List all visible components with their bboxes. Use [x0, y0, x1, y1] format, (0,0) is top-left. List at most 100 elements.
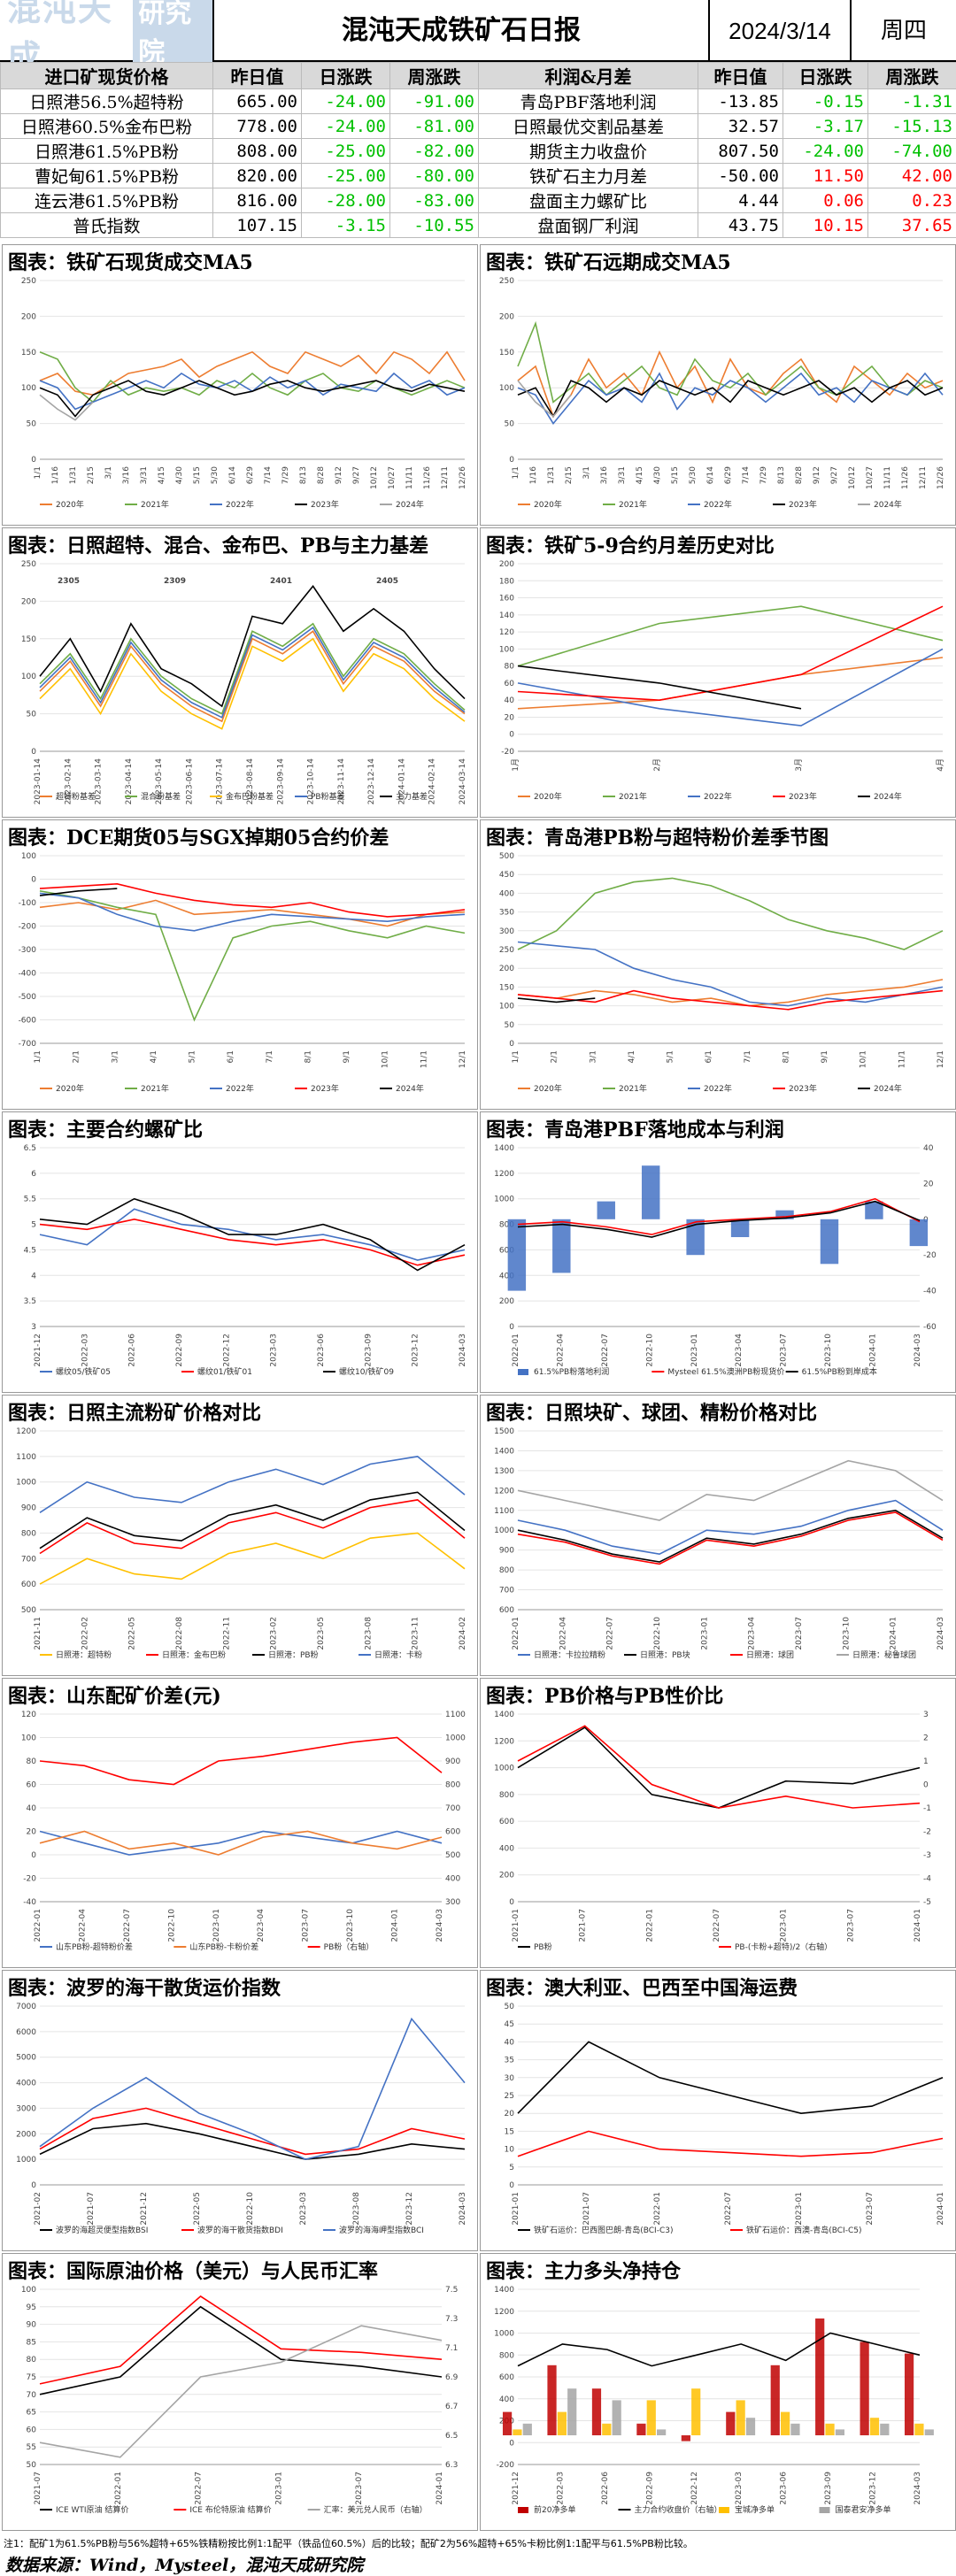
- day-change: -3.17: [783, 114, 868, 139]
- x-tick-label: 2024-03: [914, 1334, 922, 1367]
- legend-label: 2021年: [141, 499, 169, 510]
- series-line: [40, 888, 117, 896]
- legend-label: 2021年: [619, 1083, 647, 1094]
- x-tick-label: 1/16: [529, 466, 538, 484]
- x-tick-label: 4/30: [653, 466, 662, 484]
- x-tick-label: 3/31: [140, 466, 149, 484]
- legend-label: 螺纹01/铁矿01: [197, 1366, 252, 1377]
- bar-mark: [746, 2418, 755, 2435]
- y-tick-label: 40: [505, 696, 515, 705]
- y-tick-label: 25: [505, 2092, 514, 2101]
- x-tick-label: 2023-03: [735, 2472, 744, 2505]
- y-tick-label: 500: [21, 1606, 36, 1615]
- spot-table-header-1: 昨日值: [213, 63, 302, 89]
- x-tick-label: 2023-01: [274, 2472, 283, 2505]
- week-change: -74.00: [868, 139, 956, 164]
- week-change: -1.31: [868, 89, 956, 114]
- week-change: 37.65: [868, 213, 956, 238]
- legend-label: 日照港：卡拉拉精粉: [534, 1649, 605, 1660]
- legend-label: 2022年: [226, 499, 254, 510]
- y-tick-label: 1200: [494, 2308, 514, 2317]
- x-tick-label: 1/1: [34, 466, 42, 479]
- logo-subtext: 研究院: [133, 0, 212, 71]
- chart-panel-5: 图表：DCE期货05与SGX掉期05合约价差-700-600-500-400-3…: [2, 819, 478, 1110]
- x-tick-label: 4/1: [628, 1050, 636, 1063]
- legend-swatch: [518, 2507, 528, 2513]
- y-tick-label: 6000: [16, 2028, 36, 2037]
- y-tick-label: 50: [27, 711, 37, 719]
- legend-label: 超特粉基差: [56, 791, 96, 802]
- y2-tick-label: 1100: [445, 1711, 466, 1719]
- report-weekday: 周四: [850, 0, 956, 62]
- x-tick-label: 8/1: [782, 1050, 790, 1063]
- y-tick-label: 900: [21, 1504, 36, 1513]
- x-tick-label: 2023-01-14: [34, 758, 42, 805]
- y-tick-label: 100: [21, 384, 36, 393]
- bar-mark: [657, 2429, 666, 2435]
- x-tick-label: 2023-07: [795, 1617, 804, 1650]
- y-tick-label: 450: [499, 871, 514, 880]
- legend-swatch: [719, 2507, 729, 2513]
- legend-label: 61.5%PB粉到岸成本: [802, 1366, 877, 1377]
- bar-mark: [642, 1165, 659, 1219]
- x-tick-label: 2022-01: [645, 1909, 654, 1942]
- y-tick-label: 90: [27, 2321, 37, 2330]
- series-line: [40, 2108, 465, 2154]
- x-tick-label: 2024-03: [914, 2472, 922, 2505]
- y-tick-label: 200: [499, 1297, 514, 1306]
- y-tick-label: 55: [27, 2443, 36, 2452]
- y-tick-label: 0: [31, 1851, 36, 1860]
- y-tick-label: 1500: [494, 1427, 514, 1436]
- chart-title: 图表：波罗的海干散货运价指数: [8, 1972, 281, 2001]
- y-tick-label: 80: [27, 2356, 37, 2365]
- series-line: [40, 1832, 442, 1856]
- bar-mark: [567, 2388, 576, 2435]
- y-tick-label: 30: [505, 2074, 515, 2083]
- y-tick-label: 60: [27, 1781, 37, 1790]
- y-tick-label: 1200: [494, 1487, 514, 1496]
- y-tick-label: 7000: [16, 2003, 36, 2011]
- x-tick-label: 4/15: [158, 466, 166, 484]
- x-tick-label: 2022-02: [81, 1617, 89, 1650]
- chart-title: 图表：主力多头净持仓: [486, 2256, 681, 2284]
- y-tick-label: 150: [21, 635, 36, 644]
- bar-mark: [523, 2424, 532, 2435]
- x-tick-label: 2022-03: [556, 2472, 565, 2505]
- x-tick-label: 4/15: [636, 466, 644, 484]
- day-change: 11.50: [783, 164, 868, 188]
- y-tick-label: 250: [499, 946, 514, 955]
- series-line: [518, 606, 943, 700]
- legend-swatch: [820, 2507, 830, 2513]
- contract-annotation: 2405: [376, 577, 398, 586]
- x-tick-label: 2023-07: [780, 1334, 789, 1367]
- x-tick-label: 2022-01: [512, 1334, 520, 1367]
- y-tick-label: 300: [499, 927, 514, 936]
- y-tick-label: 50: [27, 2461, 37, 2470]
- chart-title: 图表：山东配矿价差(元): [8, 1680, 221, 1709]
- y-tick-label: 50: [505, 420, 515, 429]
- y2-tick-label: -3: [923, 1851, 931, 1860]
- x-tick-label: 2022-11: [222, 1617, 231, 1650]
- x-tick-label: 2021-01: [512, 1909, 520, 1942]
- legend-label: 铁矿石运价：巴西图巴朗-青岛(BCI-C3): [534, 2225, 673, 2235]
- y-tick-label: 1100: [16, 1453, 36, 1462]
- x-tick-label: 10/27: [866, 466, 875, 489]
- y-tick-label: 100: [499, 645, 514, 654]
- y-tick-label: -700: [19, 1040, 37, 1049]
- report-header: 混沌天成 研究院 混沌天成铁矿石日报 2024/3/14 周四: [0, 0, 956, 62]
- x-tick-label: 2023-08: [364, 1617, 373, 1650]
- y-tick-label: 100: [499, 384, 514, 393]
- week-change: -15.13: [868, 114, 956, 139]
- legend-label: 2023年: [789, 499, 817, 510]
- y2-tick-label: 800: [445, 1781, 460, 1790]
- x-tick-label: 2023-05: [317, 1617, 326, 1650]
- chart-panel-16: 图表：主力多头净持仓-20002004006008001000120014002…: [480, 2253, 956, 2531]
- y-tick-label: -400: [19, 970, 37, 979]
